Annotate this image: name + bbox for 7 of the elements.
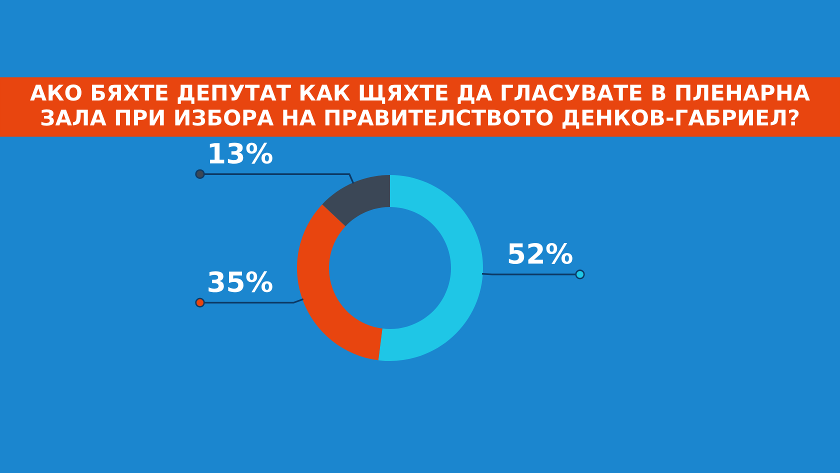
- donut-slice: [378, 175, 483, 361]
- donut-slice: [322, 175, 390, 226]
- data-label: 35%: [208, 271, 272, 292]
- data-label: 52%: [508, 243, 572, 264]
- donut-slice: [297, 204, 382, 360]
- data-label: 13%: [210, 142, 272, 164]
- chart-title: АКО БЯХТЕ ДЕПУТАТ КАК ЩЯХТЕ ДА ГЛАСУВАТЕ В ПЛЕНАРНА ЗАЛА ПРИ ИЗБОРА НА ПРАВИТЕЛСТВОТО ДЕНКОВ-ГАБРИЕЛ?: [30, 84, 810, 129]
